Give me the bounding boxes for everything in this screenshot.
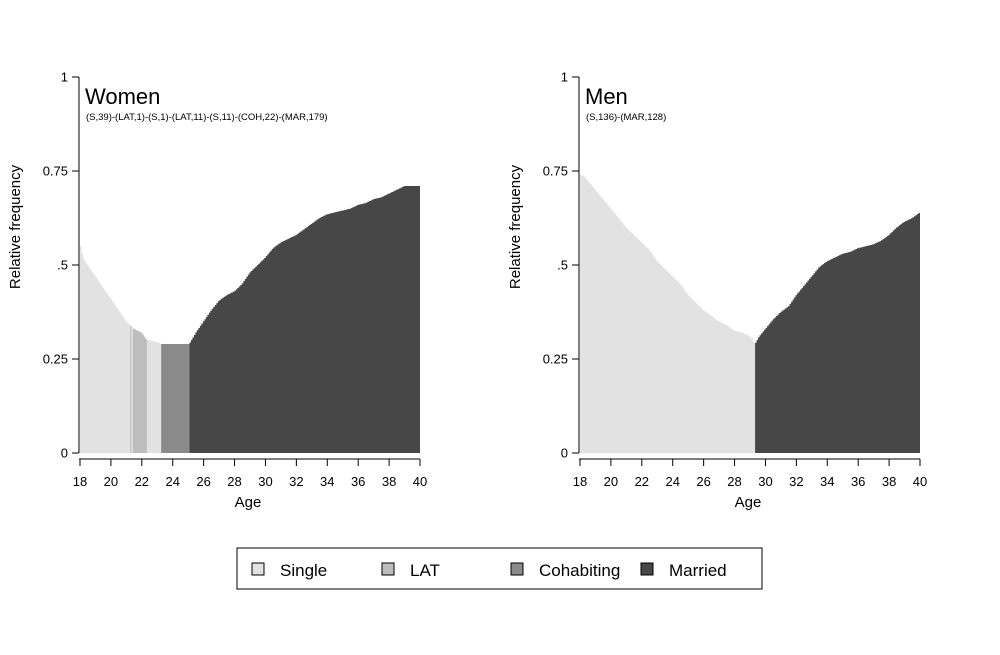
y-axis-title: Relative frequency: [507, 164, 524, 289]
x-axis-title: Age: [235, 494, 262, 511]
area-segment-single: [131, 326, 133, 453]
x-tick-label: 30: [758, 474, 772, 489]
legend-swatch-cohabiting: [510, 562, 524, 576]
x-tick-label: 32: [789, 474, 803, 489]
x-axis-title: Age: [735, 494, 762, 511]
x-tick-label: 28: [727, 474, 741, 489]
y-tick-label: .5: [57, 258, 68, 273]
panel-subtitle: (S,39)-(LAT,1)-(S,1)-(LAT,11)-(S,11)-(CO…: [86, 112, 328, 123]
legend-label-cohabiting: Cohabiting: [539, 561, 620, 580]
x-tick-label: 40: [913, 474, 927, 489]
area-segment-single: [146, 340, 162, 453]
panel-women: Women (S,39)-(LAT,1)-(S,1)-(LAT,11)-(S,1…: [7, 70, 427, 512]
x-tick-label: 38: [882, 474, 896, 489]
legend-label-single: Single: [280, 561, 327, 580]
y-tick-label: 0.75: [43, 164, 68, 179]
area-segment-single: [580, 175, 756, 453]
x-tick-label: 20: [104, 474, 118, 489]
x-tick-label: 38: [382, 474, 396, 489]
legend: Single LAT Cohabiting Married: [236, 547, 763, 590]
y-tick-label: 1: [561, 70, 568, 85]
area-segment-lat: [132, 328, 147, 453]
y-tick-label: 0.25: [543, 352, 568, 367]
x-tick-label: 24: [165, 474, 179, 489]
legend-swatch-lat: [381, 562, 395, 576]
area-segment-lat: [130, 325, 132, 453]
legend-swatch-single: [251, 562, 265, 576]
legend-frame: [236, 547, 763, 590]
y-tick-label: 1: [61, 70, 68, 85]
x-tick-label: 32: [289, 474, 303, 489]
x-tick-label: 18: [573, 474, 587, 489]
y-axis-title: Relative frequency: [7, 164, 24, 289]
area-segment-single: [80, 246, 131, 453]
x-tick-label: 22: [135, 474, 149, 489]
y-tick-label: 0: [61, 446, 68, 461]
panel-title: Men: [585, 84, 628, 109]
legend-label-lat: LAT: [410, 561, 440, 580]
panel-subtitle: (S,136)-(MAR,128): [586, 112, 666, 123]
y-tick-label: 0: [561, 446, 568, 461]
area-segment-married: [189, 186, 420, 454]
x-tick-label: 20: [604, 474, 618, 489]
x-tick-label: 24: [665, 474, 679, 489]
x-tick-label: 18: [73, 474, 87, 489]
x-tick-label: 34: [320, 474, 334, 489]
legend-label-married: Married: [669, 561, 727, 580]
area-segment-married: [755, 212, 920, 453]
y-tick-label: .5: [557, 258, 568, 273]
panel-title: Women: [85, 84, 160, 109]
x-tick-label: 22: [635, 474, 649, 489]
legend-swatch-married: [640, 562, 654, 576]
x-tick-label: 30: [258, 474, 272, 489]
x-tick-label: 26: [696, 474, 710, 489]
x-tick-label: 26: [196, 474, 210, 489]
x-tick-label: 28: [227, 474, 241, 489]
area-segment-cohabiting: [161, 343, 190, 453]
x-tick-label: 40: [413, 474, 427, 489]
x-tick-label: 34: [820, 474, 834, 489]
x-tick-label: 36: [851, 474, 865, 489]
x-tick-label: 36: [351, 474, 365, 489]
y-tick-label: 0.25: [43, 352, 68, 367]
panel-men: Men (S,136)-(MAR,128) Age Relative frequ…: [507, 70, 927, 512]
y-tick-label: 0.75: [543, 164, 568, 179]
